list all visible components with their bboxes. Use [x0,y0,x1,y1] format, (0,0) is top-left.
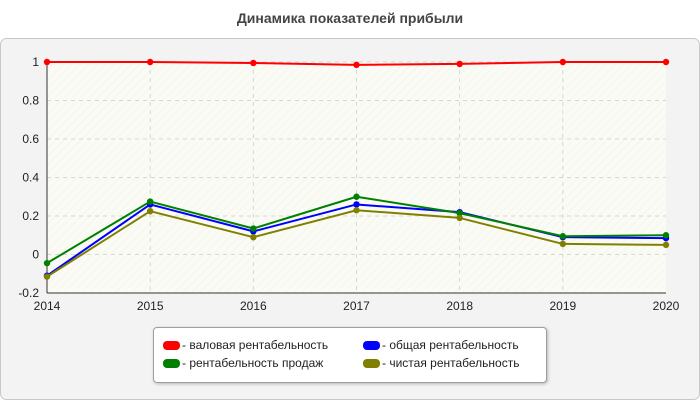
data-point [662,241,670,249]
data-point [456,214,463,222]
data-point [662,232,670,239]
data-point [250,225,257,232]
y-tick-label: 0.6 [22,132,39,146]
legend-swatch-total [363,340,380,350]
legend-swatch-net [363,358,380,368]
x-tick-label: 2014 [34,299,61,313]
y-tick-label: 0.4 [22,171,39,185]
legend: - валовая рентабельность - общая рентабе… [153,327,547,383]
x-tick-label: 2016 [240,299,267,313]
legend-label-net: - чистая рентабельность [382,356,520,370]
x-tick-label: 2017 [343,299,370,313]
data-point [250,233,257,241]
data-point [353,193,360,200]
legend-item-gross: - валовая рентабельность [163,336,328,354]
data-point [559,233,567,240]
legend-item-net: - чистая рентабельность [363,354,519,372]
x-tick-label: 2019 [549,299,576,313]
data-point [43,273,51,280]
data-point [146,58,154,66]
legend-swatch-gross [163,340,180,350]
data-point [43,58,51,66]
data-point [43,259,51,267]
data-point [559,240,567,248]
legend-item-total: - общая рентабельность [363,336,519,354]
data-point [146,207,154,215]
legend-label-gross: - валовая рентабельность [182,338,329,352]
data-point [456,60,463,68]
y-tick-label: -0.2 [18,286,39,300]
y-tick-label: 0.2 [22,209,39,223]
y-tick-label: 0.8 [22,94,39,108]
x-tick-label: 2018 [446,299,473,313]
data-point [146,198,154,205]
data-point [662,58,670,66]
chart-title: Динамика показателей прибыли [236,10,464,26]
data-point [250,59,257,67]
x-tick-label: 2020 [653,299,680,313]
data-point [353,201,360,208]
data-point [353,207,360,214]
legend-label-total: - общая рентабельность [382,338,519,352]
data-point [353,61,360,69]
data-point [456,209,463,217]
x-tick-label: 2015 [137,299,164,313]
legend-swatch-sales [163,358,180,368]
y-tick-label: 0 [32,248,39,262]
data-point [559,58,567,66]
legend-label-sales: - рентабельность продаж [182,356,324,370]
y-tick-label: 1 [32,55,39,69]
legend-item-sales: - рентабельность продаж [163,354,323,372]
